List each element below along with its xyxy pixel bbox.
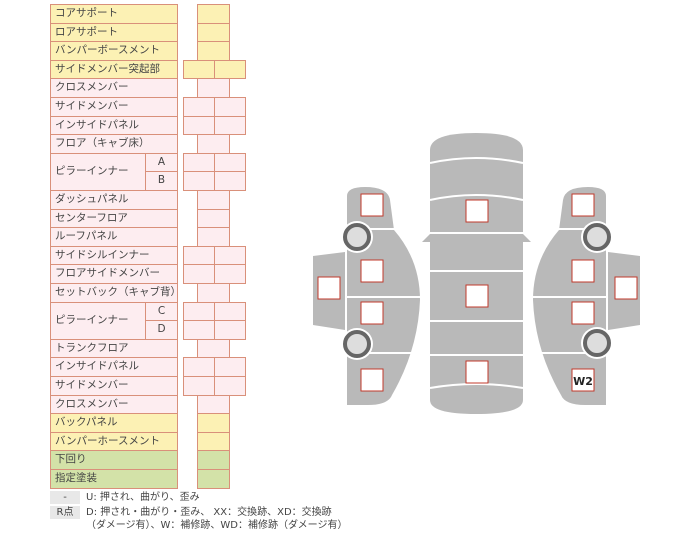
row-label: バックパネル <box>50 413 178 433</box>
wheel-icon <box>583 223 611 251</box>
row-label: サイドシルインナー <box>50 245 178 266</box>
legend-line-1: U: 押され、曲がり、歪み <box>86 492 200 503</box>
legend-line-2: D: 押され・曲がり・歪み、 XX：交換跡、XD：交換跡 <box>86 507 332 518</box>
row-label: フロアサイドメンバー <box>50 264 178 284</box>
damage-marker-square[interactable] <box>360 301 384 325</box>
center-body-notch-right <box>523 234 531 242</box>
row-label: 指定塗装 <box>50 469 178 489</box>
marked-square-label: W2 <box>573 375 593 388</box>
damage-marker-square[interactable] <box>571 193 595 217</box>
row-label: クロスメンバー <box>50 78 178 98</box>
row-label: クロスメンバー <box>50 394 178 415</box>
entry-cell[interactable] <box>197 469 230 489</box>
row-label: サイドメンバー突起部 <box>50 59 178 80</box>
legend-tag-dash: - <box>50 491 80 504</box>
damage-marker-square[interactable] <box>465 284 489 308</box>
damage-marker-square[interactable] <box>360 259 384 283</box>
entry-cell[interactable] <box>214 171 246 191</box>
row-label: センターフロア <box>50 208 178 229</box>
damage-marker-square[interactable] <box>465 199 489 223</box>
row-label: インサイドパネル <box>50 115 178 136</box>
wheel-icon <box>343 223 371 251</box>
wheel-icon <box>343 330 371 358</box>
damage-marker-square[interactable] <box>317 276 341 300</box>
row-sub-label: A <box>145 152 178 173</box>
damage-marker-square[interactable] <box>360 368 384 392</box>
center-body <box>430 133 523 414</box>
damage-marker-group <box>317 193 638 392</box>
entry-cell[interactable] <box>214 264 246 284</box>
row-label: ピラーインナー <box>50 152 146 191</box>
damage-marker-square[interactable] <box>571 259 595 283</box>
damage-marker-square[interactable] <box>571 368 595 392</box>
row-label: ピラーインナー <box>50 301 146 340</box>
row-label: フロア（キャブ床） <box>50 134 178 154</box>
entry-cell[interactable] <box>214 320 246 340</box>
damage-marker-square[interactable] <box>571 301 595 325</box>
row-label: バンパーボースメント <box>50 41 178 61</box>
row-label: サイドメンバー <box>50 97 178 117</box>
damage-marker-square[interactable] <box>465 360 489 384</box>
row-label: バンパーホースメント <box>50 431 178 452</box>
entry-cell[interactable] <box>214 115 246 136</box>
center-body-notch-left <box>422 234 430 242</box>
damage-marker-square[interactable] <box>360 193 384 217</box>
entry-cell[interactable] <box>214 59 246 80</box>
row-sub-label: C <box>145 301 178 322</box>
legend-line-3: （ダメージ有）、W：補修跡、WD：補修跡（ダメージ有） <box>86 520 348 531</box>
wheel-icon <box>583 329 611 357</box>
legend-tag-r: R点 <box>50 506 80 519</box>
entry-cell[interactable] <box>214 376 246 396</box>
damage-marker-square[interactable] <box>614 276 638 300</box>
